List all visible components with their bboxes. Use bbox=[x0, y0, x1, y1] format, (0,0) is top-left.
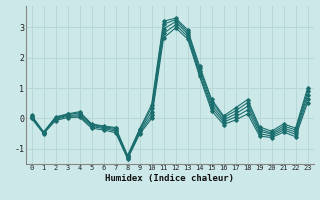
X-axis label: Humidex (Indice chaleur): Humidex (Indice chaleur) bbox=[105, 174, 234, 183]
